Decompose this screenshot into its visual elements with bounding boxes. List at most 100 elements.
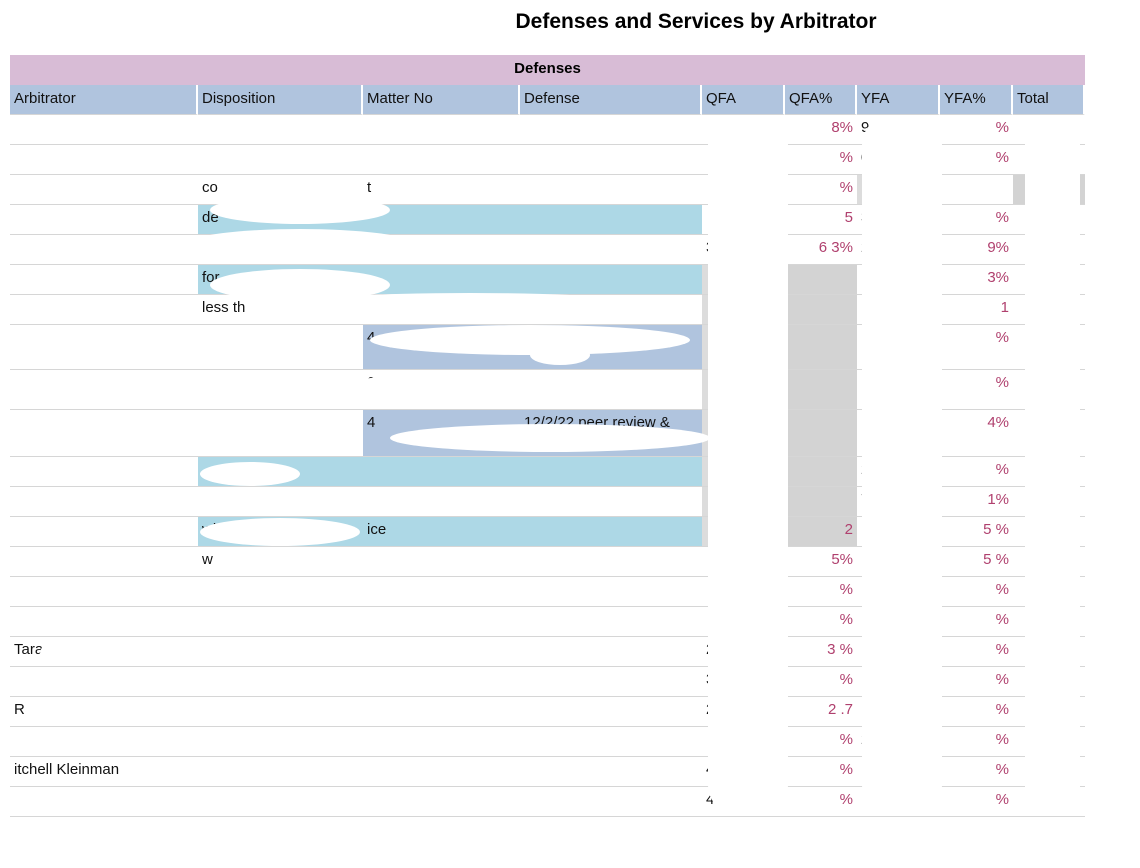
table-cell: 4: [702, 787, 785, 817]
column-header: QFA: [702, 85, 785, 115]
table-cell: [363, 697, 520, 727]
table-cell: [363, 145, 520, 175]
table-cell: %: [940, 370, 1013, 410]
table-cell: [363, 757, 520, 787]
table-cell: [10, 145, 198, 175]
table-cell: [520, 697, 702, 727]
table-cell: Tara: [10, 637, 198, 667]
table-cell: [785, 370, 857, 410]
table-cell: [520, 487, 702, 517]
table-cell: [363, 637, 520, 667]
table-cell: [520, 547, 702, 577]
table-cell: %: [785, 787, 857, 817]
table-cell: [363, 607, 520, 637]
table-cell: 1: [940, 295, 1013, 325]
table-cell: %: [940, 577, 1013, 607]
table-cell: %: [940, 145, 1013, 175]
table-cell: %: [940, 757, 1013, 787]
table-cell: %: [940, 697, 1013, 727]
table-cell: [10, 235, 198, 265]
table-cell: [198, 787, 363, 817]
table-cell: [363, 487, 520, 517]
table-cell: 1%: [940, 487, 1013, 517]
column-header: Total: [1013, 85, 1085, 115]
report-title: Defenses and Services by Arbitrator: [515, 10, 877, 33]
table-cell: [785, 325, 857, 370]
table-cell: [520, 727, 702, 757]
table-cell: [785, 457, 857, 487]
table-cell: [10, 607, 198, 637]
table-cell: [520, 235, 702, 265]
column-header: YFA: [857, 85, 940, 115]
table-cell: 2: [785, 517, 857, 547]
table-cell: 4%: [940, 410, 1013, 457]
table-cell: [10, 667, 198, 697]
table-cell: [520, 205, 702, 235]
column-header: YFA%: [940, 85, 1013, 115]
table-cell: [520, 115, 702, 145]
table-cell: [10, 457, 198, 487]
table-cell: R: [10, 697, 198, 727]
table-cell: %: [940, 727, 1013, 757]
table-cell: %: [785, 175, 857, 205]
table-cell: itchell Kleinman: [10, 757, 198, 787]
table-cell: 6 3%: [785, 235, 857, 265]
table-cell: 5 %: [940, 547, 1013, 577]
group-header: Defenses: [10, 55, 1085, 85]
table-cell: %: [785, 145, 857, 175]
table-cell: [785, 265, 857, 295]
table-cell: [10, 265, 198, 295]
table-cell: [10, 410, 198, 457]
table-cell: [1013, 787, 1085, 817]
table-cell: [520, 607, 702, 637]
table-cell: [10, 547, 198, 577]
table-cell: %: [785, 607, 857, 637]
table-cell: [198, 607, 363, 637]
table-cell: [10, 727, 198, 757]
table-cell: [363, 295, 520, 325]
table-cell: [940, 175, 1013, 205]
table-cell: [520, 145, 702, 175]
table-cell: 5%: [785, 547, 857, 577]
table-cell: [10, 370, 198, 410]
table-cell: [363, 115, 520, 145]
table-cell: [857, 787, 940, 817]
table-cell: 2 .7: [785, 697, 857, 727]
table-cell: [363, 457, 520, 487]
table-cell: [363, 235, 520, 265]
table-cell: [198, 487, 363, 517]
table-cell: 3 %: [785, 637, 857, 667]
table-cell: [10, 205, 198, 235]
table-cell: [10, 175, 198, 205]
table-cell: [198, 235, 363, 265]
table-cell: t: [363, 175, 520, 205]
table-cell: [198, 697, 363, 727]
column-header: QFA%: [785, 85, 857, 115]
table-cell: %: [785, 667, 857, 697]
table-cell: [363, 577, 520, 607]
table-cell: [10, 577, 198, 607]
table-cell: w: [198, 547, 363, 577]
table-cell: [520, 457, 702, 487]
table-cell: %: [940, 457, 1013, 487]
column-header: Disposition: [198, 85, 363, 115]
table-cell: [520, 517, 702, 547]
table-cell: [10, 787, 198, 817]
table-cell: [520, 637, 702, 667]
column-header: Defense: [520, 85, 702, 115]
table-cell: [520, 667, 702, 697]
table-cell: %: [785, 757, 857, 787]
table-cell: [785, 295, 857, 325]
table-cell: 9%: [940, 235, 1013, 265]
table-cell: %: [940, 325, 1013, 370]
table-cell: [198, 667, 363, 697]
table-cell: %: [940, 205, 1013, 235]
table-cell: [198, 757, 363, 787]
table-cell: [363, 727, 520, 757]
table-cell: %: [785, 577, 857, 607]
table-cell: [10, 487, 198, 517]
table-cell: less th: [198, 295, 363, 325]
table-cell: [363, 787, 520, 817]
table-cell: [520, 757, 702, 787]
